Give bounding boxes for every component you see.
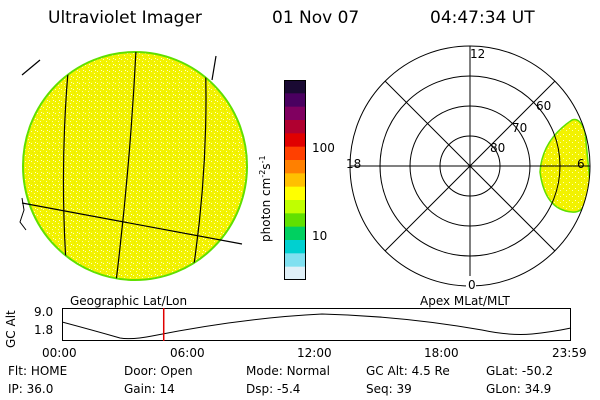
latitude-line (21, 202, 243, 245)
timeline-plot (62, 308, 572, 341)
mlt-label-18: 18 (346, 157, 361, 171)
colorbar-tick-100: 100 (312, 141, 335, 155)
coastline-fragment (19, 197, 27, 231)
colorbar-segment (284, 240, 306, 254)
colorbar-segment (284, 133, 306, 148)
mlt-label-12: 12 (470, 47, 485, 61)
polar-plot: 12 18 6 0 60 70 80 (346, 45, 591, 292)
timeline-ytop: 9.0 (34, 305, 54, 319)
colorbar-segment (284, 120, 306, 134)
colorbar-segment (284, 200, 306, 214)
status-seq: Seq: 39 (366, 382, 412, 396)
instrument-title: Ultraviolet Imager (48, 8, 202, 28)
colorbar-segment (284, 226, 306, 241)
timeline-tick-3: 18:00 (424, 346, 459, 360)
status-flt: Flt: HOME (8, 364, 68, 378)
colorbar-segment (284, 173, 306, 188)
mlt-label-6: 6 (577, 157, 585, 171)
lat-label-60: 60 (536, 99, 551, 113)
timeline-ybottom: 1.8 (34, 323, 54, 337)
mlt-label-0: 0 (468, 278, 476, 292)
status-ip: IP: 36.0 (8, 382, 54, 396)
colorbar-segment (284, 213, 306, 228)
status-glon: GLon: 34.9 (486, 382, 552, 396)
status-gc-alt: GC Alt: 4.5 Re (366, 364, 450, 378)
emission-disk (22, 51, 248, 281)
altitude-curve (62, 313, 572, 340)
lat-label-80: 80 (490, 141, 505, 155)
geographic-image (19, 51, 248, 281)
status-dsp: Dsp: -5.4 (246, 382, 301, 396)
colorbar-segment (284, 186, 306, 201)
timeline-tick-4: 23:59 (552, 346, 587, 360)
colorbar-segment (284, 253, 306, 268)
timeline-tick-0: 00:00 (42, 346, 77, 360)
coastline (21, 59, 41, 76)
colorbar-tick-10: 10 (312, 229, 328, 243)
colorbar-segment (284, 80, 306, 94)
status-gain: Gain: 14 (124, 382, 175, 396)
timeline-tick-2: 12:00 (297, 346, 332, 360)
geographic-label: Geographic Lat/Lon (70, 294, 188, 308)
status-mode: Mode: Normal (246, 364, 330, 378)
status-glat: GLat: -50.2 (486, 364, 553, 378)
apex-label: Apex MLat/MLT (420, 294, 510, 308)
status-door: Door: Open (124, 364, 193, 378)
time-label: 04:47:34 UT (430, 8, 535, 28)
colorbar-segment (284, 93, 306, 108)
colorbar-unit-label: photon cm-2s-1 (258, 155, 273, 242)
colorbar-segment (284, 266, 306, 281)
colorbar-segment (284, 146, 306, 161)
date-label: 01 Nov 07 (272, 8, 360, 28)
colorbar (284, 80, 306, 281)
lat-label-70: 70 (512, 121, 527, 135)
colorbar-segment (284, 106, 306, 121)
timeline-tick-1: 06:00 (170, 346, 205, 360)
timeline-ylabel: GC Alt (4, 310, 18, 348)
colorbar-segment (284, 160, 306, 174)
